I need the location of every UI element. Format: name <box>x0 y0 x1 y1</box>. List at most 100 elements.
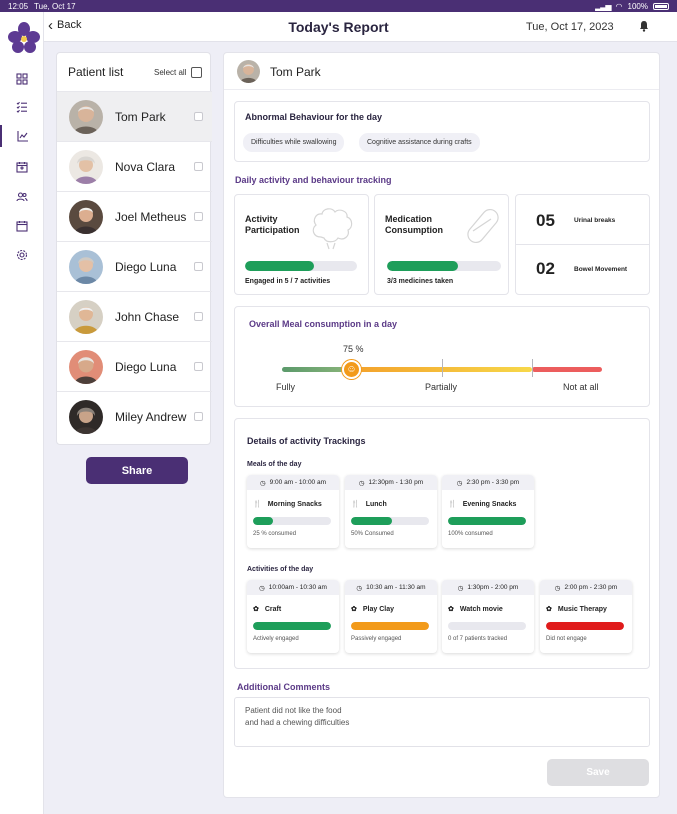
time-slot: ◷ 10:30 am - 11:30 am <box>345 580 437 595</box>
tracking-progress-track <box>448 622 526 630</box>
activity-caption: Engaged in 5 / 7 activities <box>245 278 331 285</box>
scale-segment-fully <box>282 367 352 372</box>
medication-progress-track <box>387 261 501 271</box>
sidebar <box>0 12 44 814</box>
patient-checkbox[interactable] <box>194 312 203 321</box>
bowel-movement-count: 02 <box>536 259 555 278</box>
avatar <box>69 99 103 134</box>
bathroom-counts-card: 05 Urinal breaks 02 Bowel Movement <box>515 194 650 295</box>
select-all-checkbox[interactable] <box>191 67 203 78</box>
tracking-name: ✿ Watch movie <box>448 605 503 614</box>
save-button[interactable]: Save <box>547 759 649 786</box>
tracking-name: 🍴 Evening Snacks <box>448 500 517 509</box>
select-all-control[interactable]: Select all <box>154 67 203 78</box>
activity-progress-fill <box>245 261 315 271</box>
page-title: Today's Report <box>288 19 389 35</box>
avatar <box>237 60 260 83</box>
tracking-progress-fill <box>253 517 273 525</box>
brain-icon: ✿ <box>546 606 552 613</box>
back-label: Back <box>57 19 82 31</box>
abnormal-behaviour-card: Abnormal Behaviour for the day Difficult… <box>234 101 650 162</box>
behaviour-chip: Cognitive assistance during crafts <box>359 133 480 152</box>
patient-row[interactable]: Joel Metheus <box>57 191 212 241</box>
time-label: 9:00 am - 10:00 am <box>269 479 327 486</box>
patient-row[interactable]: John Chase <box>57 291 212 341</box>
header-date: Tue, Oct 17, 2023 <box>526 21 614 33</box>
fork-knife-icon: 🍴 <box>448 501 457 508</box>
tracking-label: Lunch <box>365 500 387 508</box>
patient-checkbox[interactable] <box>194 362 203 371</box>
nav-reports[interactable] <box>0 125 44 147</box>
tracking-progress-fill <box>351 517 392 525</box>
report-header: Tom Park <box>224 53 659 90</box>
patient-row[interactable]: Diego Luna <box>57 241 212 291</box>
bowel-movement-row: 02 Bowel Movement <box>516 245 649 293</box>
clock-icon: ◷ <box>457 584 464 592</box>
time-label: 12:30pm - 1:30 pm <box>368 479 424 486</box>
urinal-breaks-label: Urinal breaks <box>574 217 616 224</box>
tracking-name: ✿ Music Therapy <box>546 605 607 614</box>
avatar <box>69 199 103 234</box>
patient-name: Diego Luna <box>115 259 177 274</box>
report-panel: Tom Park Abnormal Behaviour for the day … <box>223 52 660 798</box>
tracking-label: Morning Snacks <box>267 500 322 508</box>
avatar <box>69 349 103 384</box>
tracking-progress-fill <box>253 622 331 630</box>
tracking-caption: 25 % consumed <box>253 531 297 537</box>
nav-dashboard[interactable] <box>0 68 44 90</box>
status-time: 12:05 <box>8 1 29 11</box>
meal-card[interactable]: ◷ 12:30pm - 1:30 pm 🍴 Lunch 50% Consumed <box>345 475 437 548</box>
patient-row[interactable]: Miley Andrew <box>57 391 212 441</box>
share-button[interactable]: Share <box>86 457 188 484</box>
patient-checkbox[interactable] <box>194 162 203 171</box>
tracking-caption: 50% Consumed <box>351 531 394 537</box>
comments-title: Additional Comments <box>237 682 331 692</box>
patient-checkbox[interactable] <box>194 412 203 421</box>
activity-participation-title: Activity Participation <box>245 214 300 235</box>
bowel-movement-label: Bowel Movement <box>574 265 628 273</box>
notification-bell-icon[interactable] <box>638 20 650 32</box>
tracking-label: Watch movie <box>459 605 503 613</box>
patient-row[interactable]: Nova Clara <box>57 141 212 191</box>
activity-card[interactable]: ◷ 2:00 pm - 2:30 pm ✿ Music Therapy Did not … <box>540 580 632 653</box>
tracking-label: Evening Snacks <box>462 500 517 508</box>
urinal-breaks-row: 05 Urinal breaks <box>516 197 649 245</box>
clock-icon: ◷ <box>259 584 265 592</box>
patient-checkbox[interactable] <box>194 262 203 271</box>
nav-tasks[interactable] <box>0 96 44 118</box>
patient-checkbox[interactable] <box>194 112 203 121</box>
meals-subtitle: Meals of the day <box>247 461 302 468</box>
meal-card[interactable]: ◷ 2:30 pm - 3:30 pm 🍴 Evening Snacks 100% co… <box>442 475 534 548</box>
scale-label-not-at-all: Not at all <box>563 382 599 392</box>
patient-list-panel: Patient list Select all Tom Park Nova Cl… <box>56 52 212 445</box>
calendar-icon <box>16 221 28 232</box>
nav-calendar[interactable] <box>0 215 44 237</box>
patient-name: Tom Park <box>115 109 166 124</box>
clock-icon: ◷ <box>358 479 365 487</box>
avatar <box>69 149 103 184</box>
patient-row[interactable]: Diego Luna <box>57 341 212 391</box>
meal-consumption-title: Overall Meal consumption in a day <box>249 319 398 329</box>
checklist-icon <box>16 101 27 113</box>
time-slot: ◷ 2:30 pm - 3:30 pm <box>442 475 534 490</box>
tracking-name: ✿ Play Clay <box>351 605 394 614</box>
nav-settings[interactable] <box>0 244 44 266</box>
activities-subtitle: Activities of the day <box>247 566 314 573</box>
avatar <box>69 299 103 334</box>
back-button[interactable]: ‹ Back <box>48 18 82 33</box>
meal-card[interactable]: ◷ 9:00 am - 10:00 am 🍴 Morning Snacks 25 % c… <box>247 475 339 548</box>
activity-card[interactable]: ◷ 10:30 am - 11:30 am ✿ Play Clay Passively … <box>345 580 437 653</box>
activity-card[interactable]: ◷ 10:00am - 10:30 am ✿ Craft Actively engage… <box>247 580 339 653</box>
clock-icon: ◷ <box>356 584 363 592</box>
time-label: 10:30 am - 11:30 am <box>366 584 426 591</box>
nav-users[interactable] <box>0 186 44 208</box>
comments-textarea[interactable]: Patient did not like the food and had a … <box>234 697 650 747</box>
tracking-name: 🍴 Lunch <box>351 500 387 509</box>
brain-icon <box>312 208 353 250</box>
patient-row[interactable]: Tom Park <box>57 91 212 141</box>
nav-schedule[interactable] <box>0 156 44 178</box>
patient-checkbox[interactable] <box>194 212 203 221</box>
activity-card[interactable]: ◷ 1:30pm - 2:00 pm ✿ Watch movie 0 of 7 pati… <box>442 580 534 653</box>
clock-icon: ◷ <box>456 479 463 487</box>
patient-name: Nova Clara <box>115 159 176 174</box>
